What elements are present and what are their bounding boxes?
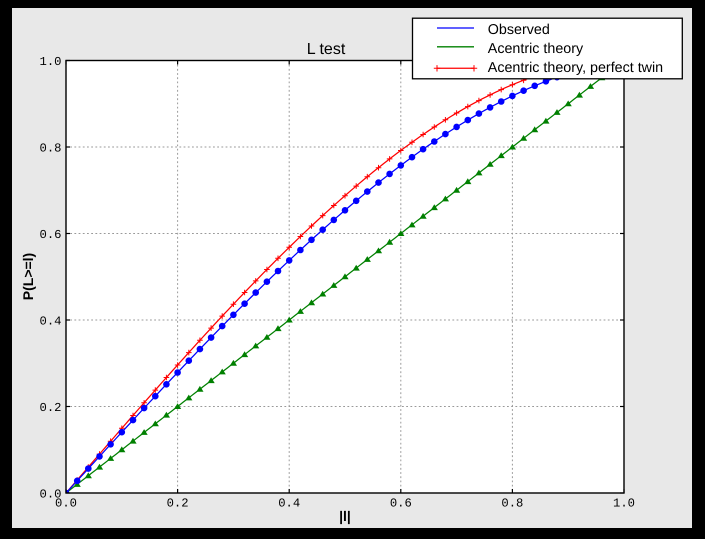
svg-text:0.4: 0.4 (40, 315, 62, 329)
svg-text:0.6: 0.6 (40, 228, 62, 242)
svg-text:0.0: 0.0 (55, 497, 77, 511)
svg-text:Acentric theory: Acentric theory (488, 41, 584, 57)
svg-text:0.0: 0.0 (40, 488, 62, 502)
svg-text:0.2: 0.2 (40, 401, 62, 415)
svg-text:|l|: |l| (339, 508, 351, 525)
svg-text:L test: L test (307, 41, 346, 58)
svg-text:1.0: 1.0 (613, 497, 635, 511)
svg-text:1.0: 1.0 (40, 55, 62, 69)
svg-text:0.8: 0.8 (501, 497, 523, 511)
svg-text:Acentric theory, perfect twin: Acentric theory, perfect twin (488, 60, 663, 76)
svg-text:Observed: Observed (488, 22, 550, 38)
svg-text:0.8: 0.8 (40, 142, 62, 156)
svg-text:0.6: 0.6 (390, 497, 412, 511)
svg-text:0.2: 0.2 (167, 497, 189, 511)
svg-text:P(L>=l): P(L>=l) (20, 253, 36, 300)
svg-text:0.4: 0.4 (278, 497, 300, 511)
